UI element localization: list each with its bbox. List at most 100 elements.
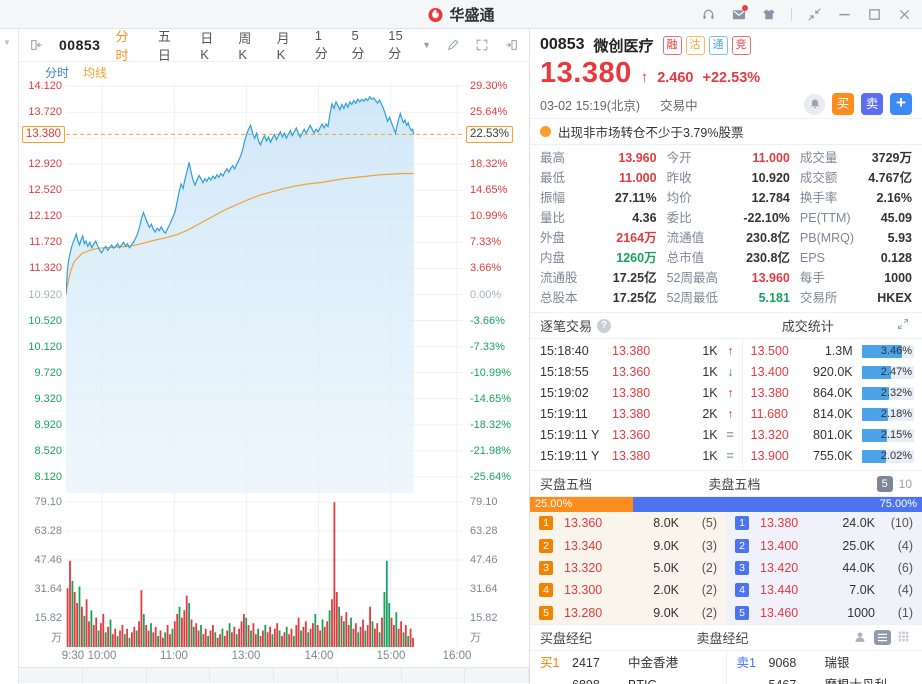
- news-text[interactable]: 出现非市场转仓不少于3.79%股票: [558, 126, 744, 140]
- tab-日K[interactable]: 日K: [200, 31, 214, 62]
- add-watchlist-button[interactable]: +: [890, 93, 912, 115]
- bid-level-row[interactable]: 5 13.280 9.0K (2): [530, 602, 726, 624]
- sell-button[interactable]: 卖: [861, 93, 883, 115]
- bid-volume: 9.0K: [653, 605, 679, 620]
- time-axis: 9:30 10:00 11:00 13:00 14:00 15:00 16:00: [19, 647, 529, 667]
- broker-list-view-icon[interactable]: [874, 629, 891, 645]
- tab-5分[interactable]: 5分: [351, 28, 365, 61]
- bid-broker-row[interactable]: 买1 2417 中金香港: [540, 652, 718, 674]
- stat-row[interactable]: 11.680 814.0K 2.18%: [751, 404, 914, 425]
- quote-item-value: 5.93: [887, 231, 912, 245]
- left-collapse-strip[interactable]: ▼: [0, 29, 19, 684]
- quote-item-value: -22.10%: [743, 211, 790, 225]
- rewards-icon[interactable]: [761, 7, 776, 22]
- tick-trades-list[interactable]: 15:18:40 13.380 1K ↑ 15:18:55 13.360 1K ↓ 15:19:…: [530, 339, 743, 470]
- trade-stats-list[interactable]: 13.500 1.3M 3.46% 13.400 920.0K 2.47% 13.380 86…: [743, 339, 922, 470]
- maximize-icon[interactable]: [867, 7, 882, 22]
- ask-level-row[interactable]: 1 13.380 24.0K (10): [726, 512, 922, 534]
- trade-stats-title[interactable]: 成交统计: [781, 319, 834, 334]
- bid-level-row[interactable]: 3 13.320 5.0K (2): [530, 557, 726, 579]
- volume-chart-pane[interactable]: 79.10 63.28 47.46 31.64 15.82 万 79.10 63.28 47.…: [19, 493, 529, 647]
- ask-levels[interactable]: 1 13.380 24.0K (10) 2 13.400 25.0K (4) 3 13.420 44…: [726, 512, 922, 624]
- bid-level-row[interactable]: 4 13.300 2.0K (2): [530, 579, 726, 601]
- minimize-icon[interactable]: [837, 7, 852, 22]
- tab-周K[interactable]: 周K: [238, 31, 252, 62]
- price-tick-label: 12.920: [28, 158, 62, 170]
- ask-broker-row[interactable]: 卖1 9068 瑞银: [737, 652, 915, 674]
- legend-price-line[interactable]: 分时: [45, 66, 70, 80]
- tab-月K[interactable]: 月K: [276, 31, 290, 62]
- legend-avg-line[interactable]: 均线: [83, 66, 108, 80]
- stat-row[interactable]: 13.500 1.3M 3.46%: [751, 341, 914, 362]
- ask-broker-row[interactable]: 5467摩根士丹利: [737, 674, 915, 684]
- fullscreen-chart-icon[interactable]: [475, 38, 490, 53]
- news-bar[interactable]: 出现非市场转仓不少于3.79%股票: [530, 118, 922, 145]
- panel-collapse-icon[interactable]: [29, 38, 44, 53]
- ask-level-row[interactable]: 3 13.420 44.0K (6): [726, 557, 922, 579]
- close-icon[interactable]: [897, 7, 912, 22]
- expand-section-icon[interactable]: [897, 318, 912, 333]
- stat-row[interactable]: 13.900 755.0K 2.02%: [751, 446, 914, 467]
- quote-item-label: 交易所: [799, 291, 838, 305]
- broker-grid-view-icon[interactable]: [897, 630, 912, 645]
- timeshare-chart[interactable]: [66, 83, 463, 493]
- ask-price: 13.460: [760, 605, 799, 620]
- tick-row[interactable]: 15:19:11 13.380 2K ↑: [540, 404, 734, 425]
- tab-五日[interactable]: 五日: [157, 29, 171, 63]
- bid-level-row[interactable]: 2 13.340 9.0K (3): [530, 534, 726, 556]
- volume-tick-label: 79.10: [34, 496, 62, 508]
- bid-order-count: (2): [701, 583, 717, 598]
- bid-levels[interactable]: 1 13.360 8.0K (5) 2 13.340 9.0K (3) 3 13.320 5.0K (…: [530, 512, 726, 624]
- tick-row[interactable]: 15:19:11 Y 13.380 1K =: [540, 446, 734, 467]
- tick-trades-title[interactable]: 逐笔交易: [540, 319, 593, 334]
- panel-expand-right-icon[interactable]: [504, 38, 519, 53]
- chart-legend: 分时 均线: [19, 62, 529, 83]
- stock-code: 00853: [540, 36, 585, 53]
- price-tick-label: 10.520: [28, 315, 62, 327]
- quote-item-value: 10.920: [751, 171, 790, 185]
- shrink-window-icon[interactable]: [807, 7, 822, 22]
- bid-broker-list[interactable]: 买12417中金香港6898BTIG5468摩根士丹利: [530, 650, 727, 684]
- bid-broker-row[interactable]: 6898BTIG: [540, 674, 718, 684]
- tick-row[interactable]: 15:18:40 13.380 1K ↑: [540, 341, 734, 362]
- ask-level-row[interactable]: 5 13.460 1000 (1): [726, 602, 922, 624]
- volume-bars-chart[interactable]: [66, 493, 463, 647]
- bid-brokers-title: 买盘经纪: [540, 630, 593, 646]
- stat-row[interactable]: 13.380 864.0K 2.32%: [751, 383, 914, 404]
- buy-button[interactable]: 买: [832, 93, 854, 115]
- support-icon[interactable]: [701, 7, 716, 22]
- stat-row[interactable]: 13.400 920.0K 2.47%: [751, 362, 914, 383]
- price-alert-bell-icon[interactable]: [804, 93, 825, 115]
- chart-tabs: 分时 五日 日K 周K 月K 1分 5分 15分: [115, 26, 415, 64]
- flame-logo-icon: [428, 7, 443, 22]
- tick-row[interactable]: 15:18:55 13.360 1K ↓: [540, 362, 734, 383]
- draw-pencil-icon[interactable]: [446, 38, 461, 53]
- depth-10-toggle[interactable]: 10: [898, 476, 912, 491]
- stat-volume: 814.0K: [813, 407, 853, 421]
- tick-row[interactable]: 15:19:02 13.380 1K ↑: [540, 383, 734, 404]
- tick-row[interactable]: 15:19:11 Y 13.360 1K =: [540, 425, 734, 446]
- ask-level-row[interactable]: 2 13.400 25.0K (4): [726, 534, 922, 556]
- quote-item: 流通值 230.8亿: [667, 228, 790, 248]
- ask-broker-list[interactable]: 卖19068瑞银5467摩根士丹利3440高盛(亚洲): [727, 651, 922, 684]
- broker-person-view-icon[interactable]: [853, 630, 868, 645]
- ask-level-row[interactable]: 4 13.440 7.0K (4): [726, 579, 922, 601]
- ask-price: 13.380: [760, 516, 799, 531]
- quote-item: 委比 -22.10%: [667, 208, 790, 228]
- tab-分时[interactable]: 分时: [115, 29, 129, 63]
- quote-item-value: 1000: [884, 271, 912, 285]
- price-chart-pane[interactable]: 14.120 13.720 12.920 12.520 12.120 11.720 11.3…: [19, 80, 529, 493]
- messages-icon[interactable]: [731, 4, 748, 22]
- more-periods-caret-icon[interactable]: ▼: [422, 40, 431, 50]
- collapse-arrow-icon[interactable]: ▼: [3, 38, 11, 47]
- help-icon[interactable]: ?: [597, 318, 612, 333]
- stat-row[interactable]: 13.320 801.0K 2.15%: [751, 425, 914, 446]
- tab-15分[interactable]: 15分: [388, 28, 403, 61]
- quote-item: 均价 12.784: [667, 188, 790, 208]
- stat-volume: 1.3M: [824, 344, 853, 358]
- bid-level-number: 3: [539, 560, 553, 575]
- tab-1分[interactable]: 1分: [314, 28, 328, 61]
- depth-5-toggle[interactable]: 5: [876, 475, 893, 492]
- chart-scroll-strip[interactable]: [19, 667, 529, 683]
- bid-level-row[interactable]: 1 13.360 8.0K (5): [530, 512, 726, 534]
